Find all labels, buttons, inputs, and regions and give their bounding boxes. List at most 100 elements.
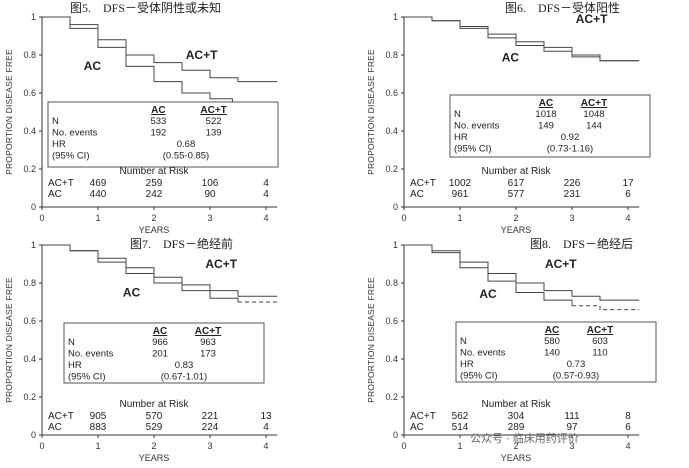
x-axis-label: YEARS (139, 225, 170, 235)
risk-value: 577 (508, 189, 525, 200)
risk-row-label: AC+T (410, 411, 436, 422)
x-tick-label: 4 (625, 213, 630, 223)
watermark: 公众号 · 临床用药评价 (470, 431, 579, 445)
stats-row-label: (95% CI) (454, 144, 491, 155)
x-tick-label: 0 (39, 441, 44, 451)
y-tick-label: 1 (31, 12, 36, 22)
risk-value: 6 (625, 189, 631, 200)
risk-value: 883 (90, 422, 107, 433)
risk-title: Number at Risk (120, 399, 190, 410)
stats-value-act: 144 (586, 121, 602, 132)
y-tick-label: 0.6 (23, 88, 36, 98)
risk-row-label: AC+T (48, 411, 74, 422)
series-line-ac (42, 244, 239, 302)
y-axis-label: PROPORTION DISEASE FREE (366, 49, 376, 175)
x-axis-label: YEARS (501, 453, 532, 463)
risk-value: 562 (452, 411, 469, 422)
risk-row-label: AC+T (410, 178, 436, 189)
x-tick-label: 3 (569, 213, 574, 223)
x-tick-label: 0 (401, 441, 406, 451)
y-tick-label: 0.4 (23, 126, 36, 136)
y-tick-label: 0.6 (23, 316, 36, 326)
stats-header-ac: AC (151, 105, 165, 116)
stats-row-label: HR (460, 359, 474, 370)
stats-value: (0.67-1.01) (161, 372, 207, 383)
y-axis-label: PROPORTION DISEASE FREE (4, 49, 14, 175)
stats-value: 0.73 (567, 359, 586, 370)
y-tick-label: 0.2 (385, 392, 398, 402)
risk-value: 1002 (449, 178, 472, 189)
x-tick-label: 1 (457, 213, 462, 223)
stats-value: 0.68 (177, 139, 196, 150)
series-label: AC (84, 59, 102, 73)
series-label: AC (502, 51, 520, 65)
x-tick-label: 4 (263, 213, 268, 223)
risk-value: 4 (263, 178, 269, 189)
stats-value-act: 110 (592, 348, 607, 359)
y-tick-label: 0 (393, 430, 398, 440)
stats-box (47, 101, 279, 168)
x-tick-label: 3 (569, 441, 574, 451)
y-tick-label: 0.8 (385, 50, 398, 60)
chart-title: 图5. DFS－受体阴性或未知 (70, 1, 221, 15)
risk-value: 4 (263, 189, 269, 200)
y-tick-label: 0 (393, 202, 398, 212)
risk-value: 4 (263, 422, 269, 433)
risk-value: 17 (622, 178, 634, 189)
y-tick-label: 0.6 (385, 316, 398, 326)
series-line-ac-plus-t (42, 16, 278, 83)
y-tick-label: 1 (31, 240, 36, 250)
y-tick-label: 0.4 (23, 354, 36, 364)
chart-panel-7: 图7. DFS－绝经前 0 0.2 0.4 0.6 0.8 1 0 1 2 3 4 YEARS PROPO… (4, 236, 278, 463)
x-tick-label: 2 (513, 213, 518, 223)
risk-value: 6 (625, 422, 631, 433)
stats-row-label: N (68, 337, 75, 348)
series-label: AC (123, 285, 141, 299)
stats-row-label: HR (454, 132, 468, 143)
y-tick-label: 0 (31, 202, 36, 212)
risk-value: 469 (90, 178, 107, 189)
x-tick-label: 1 (95, 213, 100, 223)
series-line-ac (404, 244, 573, 306)
x-tick-label: 1 (457, 441, 462, 451)
risk-value: 514 (452, 422, 469, 433)
y-tick-label: 1 (393, 12, 398, 22)
risk-value: 259 (146, 178, 163, 189)
stats-value: (0.73-1.16) (547, 144, 593, 155)
stats-row-label: HR (68, 360, 82, 371)
series-label: AC+T (205, 257, 237, 271)
stats-value-act: 1048 (583, 109, 604, 120)
x-tick-label: 0 (39, 213, 44, 223)
x-tick-label: 4 (263, 441, 268, 451)
y-tick-label: 0.8 (23, 278, 36, 288)
series-line-ac (42, 16, 233, 103)
y-axis-label: PROPORTION DISEASE FREE (366, 277, 376, 403)
stats-value: (0.55-0.85) (163, 151, 209, 162)
stats-value-ac: 149 (538, 121, 554, 132)
x-tick-label: 0 (401, 213, 406, 223)
stats-value-ac: 580 (544, 336, 560, 347)
x-axis-label: YEARS (139, 453, 170, 463)
chart-title: 图6. DFS－受体阳性 (505, 1, 620, 15)
stats-header-act: AC+T (581, 98, 607, 109)
stats-box (455, 321, 657, 383)
stats-value-act: 963 (200, 337, 216, 348)
y-axis-label: PROPORTION DISEASE FREE (4, 277, 14, 403)
series-label: AC+T (545, 257, 577, 271)
stats-header-ac: AC (539, 98, 553, 109)
x-tick-label: 3 (207, 213, 212, 223)
risk-row-label: AC (410, 422, 424, 433)
stats-row-label: N (52, 116, 59, 127)
stats-value-ac: 192 (150, 128, 166, 139)
stats-row-label: (95% CI) (68, 372, 105, 383)
x-tick-label: 3 (207, 441, 212, 451)
series-line-ac (404, 16, 640, 62)
x-tick-label: 2 (151, 213, 156, 223)
risk-value: 304 (508, 411, 525, 422)
risk-value: 961 (452, 189, 469, 200)
series-label: AC (479, 287, 497, 301)
stats-row-label: No. events (460, 348, 506, 359)
stats-value-act: 173 (200, 349, 216, 360)
risk-value: 8 (625, 411, 631, 422)
